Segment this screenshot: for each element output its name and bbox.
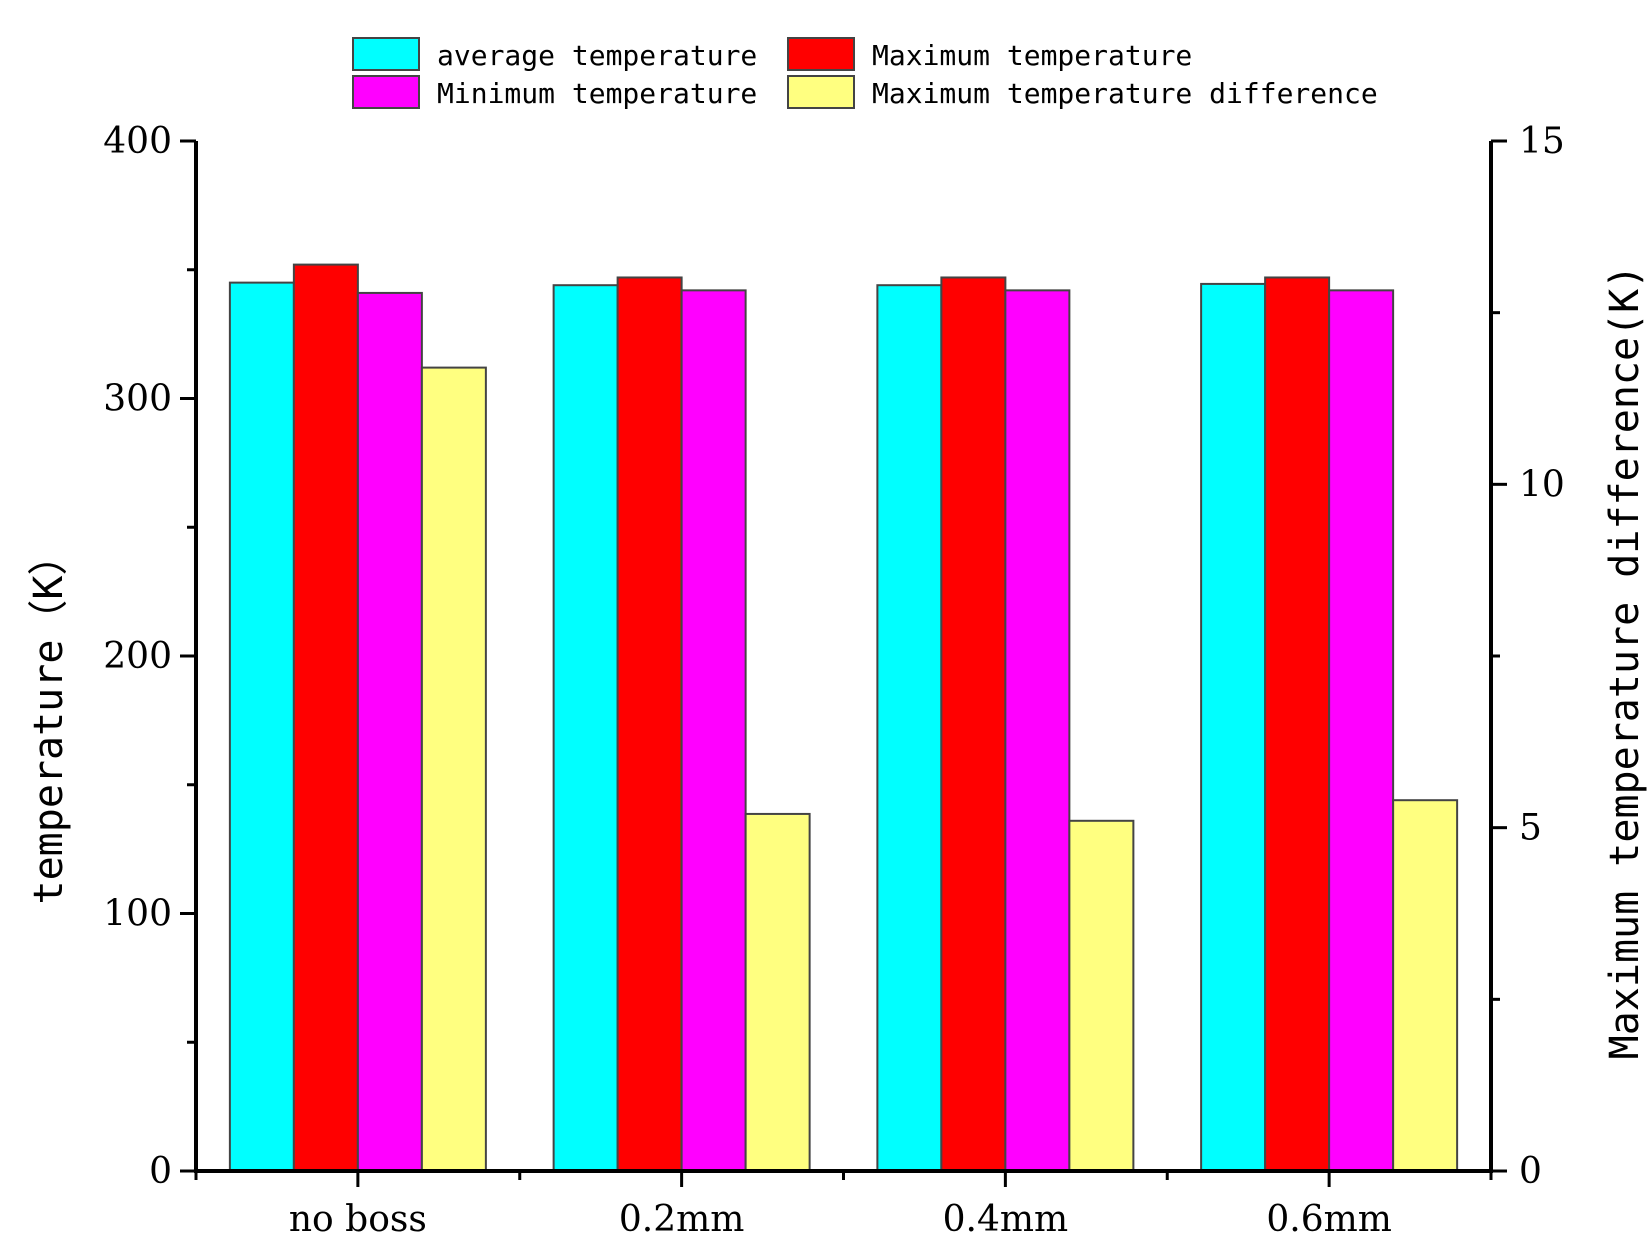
bar-average-temperature-1 (552, 284, 619, 1172)
legend-swatch (352, 37, 420, 71)
y2-tick-label: 0 (1519, 1151, 1542, 1192)
x-category-label: 0.4mm (943, 1199, 1069, 1240)
bar-minimum-temperature-3 (1328, 289, 1395, 1173)
bar-average-temperature-0 (228, 281, 295, 1172)
y-tick-label: 300 (103, 379, 172, 420)
bar-minimum-temperature-0 (356, 291, 423, 1172)
bar-maximum-temperature-difference-3 (1392, 799, 1459, 1172)
y2-tick-label: 10 (1519, 464, 1565, 505)
legend-swatch (787, 37, 855, 71)
legend: average temperature Maximum temperature Mi… (352, 37, 1378, 110)
bar-maximum-temperature-difference-1 (744, 812, 811, 1173)
legend-swatch (352, 75, 420, 109)
y-tick-label: 400 (103, 121, 172, 162)
bar-minimum-temperature-1 (680, 289, 747, 1173)
y2-tick-label: 15 (1519, 121, 1565, 162)
bars-group (228, 263, 1459, 1173)
y-tick-label: 100 (103, 894, 172, 935)
bar-maximum-temperature-3 (1264, 276, 1331, 1173)
y2-tick-label: 5 (1519, 808, 1542, 849)
y-tick-label: 0 (149, 1151, 172, 1192)
legend-label: Maximum temperature difference (872, 77, 1378, 110)
bar-maximum-temperature-1 (616, 276, 683, 1173)
bar-average-temperature-3 (1200, 282, 1267, 1173)
y2-axis-title: Maximum temperature difference(K) (1602, 265, 1648, 1060)
legend-label: Maximum temperature (872, 39, 1192, 72)
legend-label: Minimum temperature (437, 77, 757, 110)
legend-label: average temperature (437, 39, 757, 72)
axes-group: 0 100 200 300 400 0 5 10 15 no boss 0.2mm 0.4mm 0.6m… (103, 121, 1565, 1240)
bar-maximum-temperature-difference-0 (420, 366, 487, 1173)
bar-maximum-temperature-2 (940, 276, 1007, 1173)
x-category-label: no boss (289, 1199, 427, 1240)
legend-swatch (787, 75, 855, 109)
bar-average-temperature-2 (876, 284, 943, 1172)
x-category-label: 0.6mm (1266, 1199, 1392, 1240)
y-tick-label: 200 (103, 636, 172, 677)
bar-maximum-temperature-difference-2 (1068, 819, 1135, 1172)
bar-minimum-temperature-2 (1004, 289, 1071, 1173)
bar-maximum-temperature-0 (292, 263, 359, 1173)
y-axis-title: temperature（K） (26, 536, 72, 905)
x-category-label: 0.2mm (619, 1199, 745, 1240)
